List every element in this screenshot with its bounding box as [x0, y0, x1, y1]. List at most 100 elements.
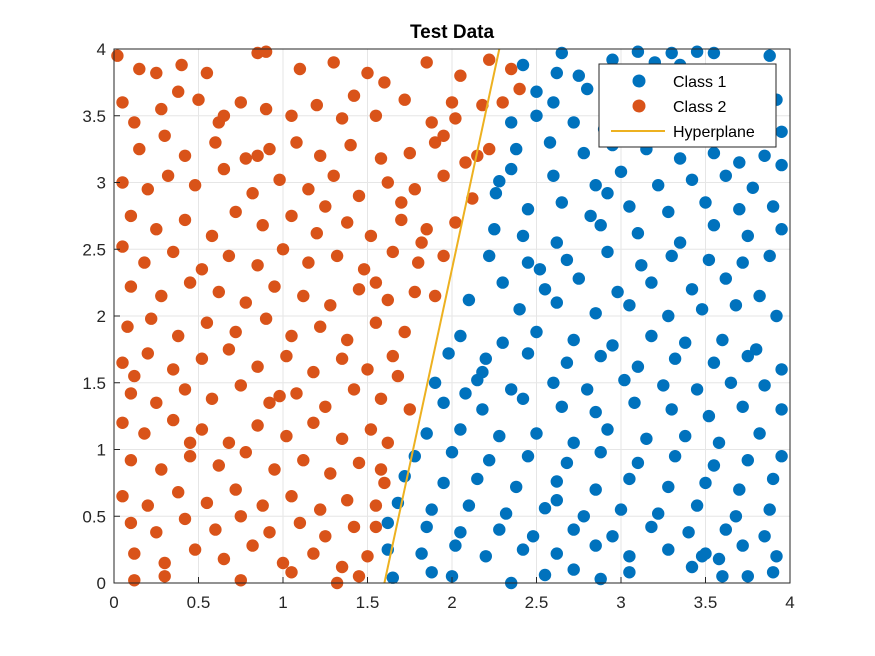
class-2-point — [133, 142, 146, 156]
class-2-point — [513, 82, 526, 96]
class-2-point — [234, 574, 247, 587]
class-2-point — [133, 62, 146, 76]
class-2-point — [428, 289, 442, 303]
class-2-point — [302, 256, 315, 269]
class-2-point — [124, 387, 138, 400]
class-2-point — [483, 142, 496, 156]
class-2-point — [381, 436, 394, 449]
class-1-point — [741, 454, 754, 467]
class-1-point — [673, 152, 687, 165]
class-1-point — [442, 347, 455, 360]
class-2-point — [263, 142, 276, 156]
class-1-point — [628, 396, 641, 409]
class-1-point — [505, 116, 518, 129]
class-1-point — [521, 256, 535, 269]
class-1-point — [547, 376, 560, 389]
class-2-point — [310, 227, 323, 240]
class-2-point — [172, 85, 185, 98]
class-2-point — [188, 543, 202, 556]
class-2-point — [285, 566, 298, 579]
class-2-point — [273, 389, 286, 403]
class-2-point — [364, 423, 378, 436]
class-2-point — [466, 192, 479, 205]
class-1-point — [707, 356, 721, 369]
y-tick-label: 2 — [97, 307, 106, 326]
class-2-point — [319, 200, 332, 213]
hyperplane-line — [383, 48, 501, 584]
class-1-point — [381, 516, 394, 530]
x-tick-label: 0 — [109, 593, 118, 612]
class-1-point — [530, 109, 543, 123]
class-1-point — [679, 336, 692, 349]
class-2-point — [324, 299, 337, 312]
class-1-point — [611, 285, 624, 299]
class-1-point — [505, 162, 518, 176]
class-1-point — [736, 400, 749, 413]
legend: Class 1 Class 2 Hyperplane — [598, 63, 777, 148]
class-2-point — [352, 570, 366, 583]
class-2-point — [234, 379, 247, 392]
class-2-point — [374, 152, 388, 165]
class-1-point — [623, 200, 636, 213]
class-2-point — [449, 216, 462, 229]
x-tick-label: 0.5 — [187, 593, 211, 612]
class-2-point — [398, 325, 411, 339]
class-2-point — [158, 129, 171, 142]
class-2-point — [290, 136, 303, 149]
class-1-point — [425, 503, 438, 516]
axis-ticks — [113, 48, 791, 584]
class-2-point — [229, 325, 242, 339]
class-2-point — [459, 156, 472, 169]
class-2-point — [437, 129, 450, 142]
class-1-point — [589, 179, 602, 192]
class-2-point — [124, 280, 138, 293]
x-tick-label: 2 — [447, 593, 456, 612]
class-1-point — [483, 454, 496, 467]
class-2-point — [116, 240, 129, 253]
class-2-point — [209, 136, 222, 149]
x-tick-label: 3.5 — [694, 593, 718, 612]
class-2-point — [150, 396, 163, 409]
class-2-point — [496, 96, 509, 109]
class-1-point — [766, 200, 780, 213]
class-2-point — [369, 316, 383, 329]
class-1-point — [668, 352, 682, 365]
class-1-point — [716, 333, 729, 347]
class-1-point — [775, 363, 788, 376]
class-2-point — [212, 285, 225, 299]
class-2-point — [155, 463, 168, 476]
class-2-point — [239, 296, 252, 309]
class-1-point — [493, 175, 506, 188]
class-2-point — [412, 256, 425, 269]
class-2-point — [335, 432, 349, 445]
class-1-point — [631, 227, 645, 240]
class-1-point — [516, 229, 530, 243]
class-1-point — [547, 169, 560, 182]
class-2-point — [158, 570, 171, 583]
class-1-point — [606, 530, 619, 543]
class-2-point — [161, 169, 175, 182]
class-2-point — [285, 329, 298, 343]
class-2-point — [415, 236, 428, 249]
class-2-point — [268, 280, 281, 293]
class-2-point — [386, 349, 399, 363]
class-2-point — [398, 93, 411, 106]
class-2-point — [324, 467, 337, 480]
class-2-point — [428, 136, 442, 149]
class-1-point — [753, 289, 766, 303]
class-1-point — [766, 566, 780, 579]
class-1-point — [775, 125, 788, 138]
class-2-point — [381, 293, 394, 307]
class-1-point — [733, 483, 746, 496]
class-2-point — [175, 58, 188, 72]
class-2-point — [200, 66, 214, 80]
class-1-point — [589, 307, 602, 320]
class-2-point — [141, 499, 154, 512]
class-1-point — [526, 530, 540, 543]
class-1-point — [555, 196, 568, 209]
class-2-point — [327, 169, 340, 182]
class-2-point — [246, 539, 259, 552]
class-1-point — [550, 494, 563, 507]
class-1-point — [770, 550, 783, 563]
class-2-point — [352, 283, 366, 296]
